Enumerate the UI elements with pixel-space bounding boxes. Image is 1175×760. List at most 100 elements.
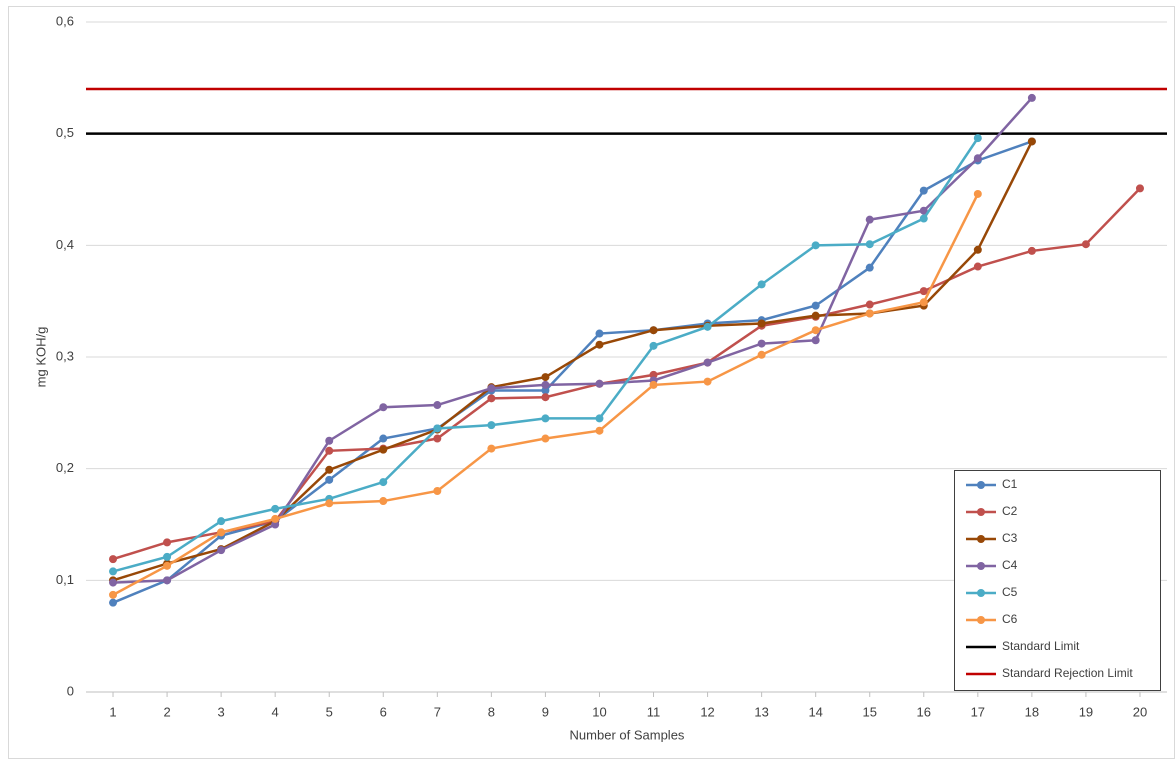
x-tick-label: 12 [700, 704, 714, 719]
data-point [487, 444, 496, 453]
x-axis-label: Number of Samples [570, 727, 685, 742]
data-point [649, 326, 658, 335]
legend-label: Standard Limit [1002, 639, 1080, 653]
data-point [541, 386, 550, 395]
data-point [1027, 137, 1036, 146]
data-point [541, 414, 550, 423]
data-point [487, 394, 496, 403]
data-point [325, 499, 334, 508]
y-tick-label: 0,2 [56, 460, 74, 475]
data-point [811, 336, 820, 345]
x-tick-label: 1 [109, 704, 116, 719]
y-tick-label: 0,5 [56, 125, 74, 140]
x-tick-label: 11 [647, 704, 661, 719]
y-tick-label: 0,3 [56, 348, 74, 363]
data-point [379, 403, 388, 412]
legend: C1 C2 C3 C4 C5 C6 Standard Limit Standard Rejec… [954, 470, 1161, 691]
data-point [163, 538, 172, 547]
data-point [595, 329, 604, 338]
legend-marker [977, 535, 985, 543]
data-point [325, 436, 334, 445]
legend-label: C6 [1002, 612, 1018, 626]
data-point [595, 426, 604, 435]
data-point [433, 401, 442, 410]
legend-label: C2 [1002, 504, 1018, 518]
x-tick-label: 8 [488, 704, 495, 719]
data-point [811, 301, 820, 310]
legend-marker [977, 481, 985, 489]
data-point [865, 240, 874, 249]
data-point [217, 528, 226, 537]
data-point [1027, 246, 1036, 255]
x-tick-label: 13 [754, 704, 768, 719]
x-tick-label: 18 [1025, 704, 1039, 719]
data-point [1081, 240, 1090, 249]
data-point [163, 576, 172, 585]
data-point [919, 298, 928, 307]
data-point [919, 206, 928, 215]
data-point [811, 241, 820, 250]
legend-label: C5 [1002, 585, 1018, 599]
data-point [379, 497, 388, 506]
y-tick-label: 0 [67, 683, 74, 698]
data-point [649, 370, 658, 379]
data-point [595, 379, 604, 388]
data-point [595, 414, 604, 423]
data-point [1027, 93, 1036, 102]
legend-marker [977, 562, 985, 570]
data-point [379, 478, 388, 487]
data-point [865, 263, 874, 272]
data-point [919, 287, 928, 296]
data-point [325, 475, 334, 484]
data-point [109, 567, 118, 576]
y-axis-label: mg KOH/g [33, 327, 48, 388]
x-tick-label: 6 [380, 704, 387, 719]
x-tick-label: 9 [542, 704, 549, 719]
x-tick-label: 10 [592, 704, 606, 719]
data-point [973, 134, 982, 143]
y-tick-label: 0,1 [56, 572, 74, 587]
data-point [433, 434, 442, 443]
legend-label: C3 [1002, 531, 1018, 545]
data-point [757, 350, 766, 359]
data-point [703, 377, 712, 386]
data-point [649, 380, 658, 389]
x-tick-label: 3 [218, 704, 225, 719]
data-point [757, 339, 766, 348]
legend-label: C4 [1002, 558, 1018, 572]
data-point [433, 424, 442, 433]
data-point [433, 487, 442, 495]
data-point [325, 465, 334, 474]
x-tick-label: 17 [971, 704, 985, 719]
data-point [541, 380, 550, 389]
data-point [973, 189, 982, 198]
y-tick-label: 0,6 [56, 13, 74, 28]
data-point [973, 245, 982, 254]
data-point [109, 598, 118, 607]
data-point [703, 322, 712, 331]
x-tick-label: 7 [434, 704, 441, 719]
series-line [112, 97, 1033, 584]
data-point [703, 358, 712, 367]
data-point [865, 215, 874, 224]
x-tick-label: 14 [808, 704, 822, 719]
data-point [487, 384, 496, 393]
data-point [379, 445, 388, 454]
data-point [271, 520, 280, 529]
data-point [109, 555, 118, 564]
data-point [109, 578, 118, 587]
data-point [973, 154, 982, 163]
data-point [541, 373, 550, 382]
data-point [595, 340, 604, 349]
legend-marker [977, 589, 985, 597]
legend-marker [977, 508, 985, 516]
data-point [325, 446, 334, 455]
data-point [811, 311, 820, 320]
data-point [217, 546, 226, 555]
data-point [865, 300, 874, 309]
data-point [865, 309, 874, 318]
data-point [217, 517, 226, 526]
data-point [541, 393, 550, 402]
data-point [379, 434, 388, 443]
